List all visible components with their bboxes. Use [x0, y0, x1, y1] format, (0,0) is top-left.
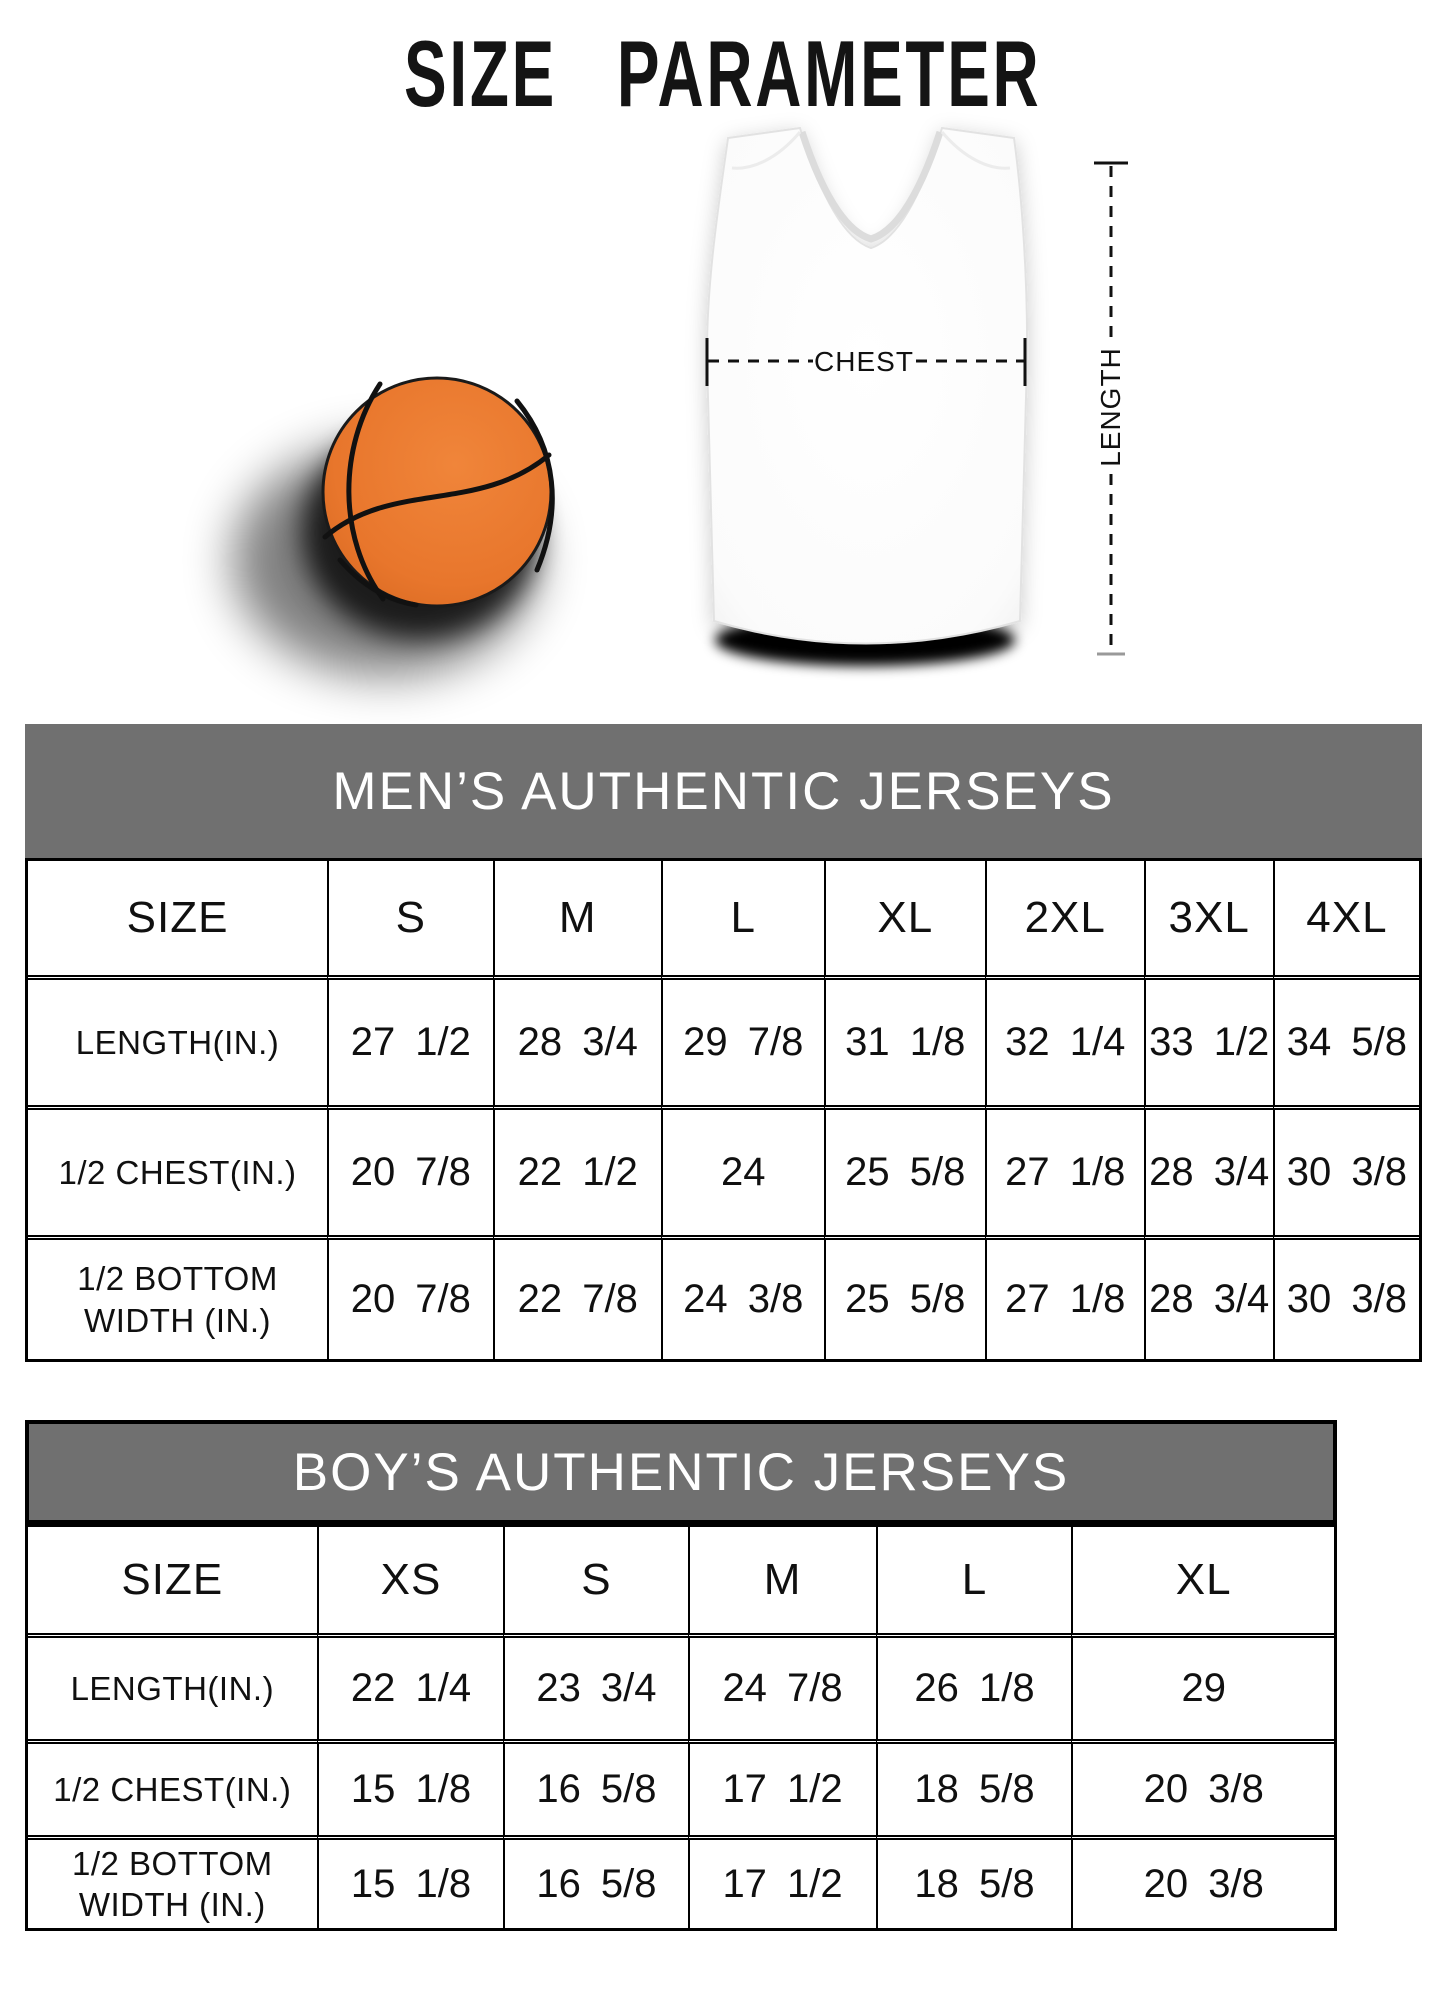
column-header: M — [492, 861, 661, 975]
boys-table-title: BOY’S AUTHENTIC JERSEYS — [292, 1442, 1070, 1502]
size-cell: 25 5/8 — [823, 1105, 985, 1235]
mens-table-title-bar: MEN’S AUTHENTIC JERSEYS — [25, 724, 1422, 858]
column-header: S — [503, 1527, 687, 1633]
row-label: 1/2 BOTTOM WIDTH (IN.) — [28, 1235, 328, 1359]
size-cell: 22 7/8 — [492, 1235, 661, 1359]
length-measure-line — [1094, 161, 1128, 656]
column-header: 4XL — [1272, 861, 1419, 975]
size-cell: 30 3/8 — [1272, 1105, 1419, 1235]
mens-size-table: MEN’S AUTHENTIC JERSEYS SIZE S M L XL 2X… — [25, 724, 1422, 1362]
size-cell: 15 1/8 — [316, 1835, 504, 1928]
row-label: 1/2 CHEST(IN.) — [28, 1105, 328, 1235]
size-cell: 20 7/8 — [327, 1105, 493, 1235]
row-label: 1/2 CHEST(IN.) — [28, 1739, 317, 1835]
size-cell: 20 3/8 — [1071, 1835, 1334, 1928]
chest-label: CHEST — [814, 346, 914, 377]
jersey-body — [705, 126, 1029, 645]
jersey-collar — [798, 130, 944, 243]
column-header: 3XL — [1143, 861, 1273, 975]
mens-table-title: MEN’S AUTHENTIC JERSEYS — [332, 761, 1115, 821]
column-header: SIZE — [121, 1555, 224, 1604]
chest-measure-line — [705, 338, 1027, 386]
column-header: SIZE — [126, 893, 229, 942]
row-label: 1/2 BOTTOM WIDTH (IN.) — [28, 1835, 317, 1928]
size-cell: 29 — [1071, 1633, 1334, 1739]
size-cell: 25 5/8 — [823, 1235, 985, 1359]
boys-size-grid: SIZE XS S M L XL LENGTH(IN.) 22 1/4 23 3… — [25, 1524, 1337, 1931]
size-cell: 29 7/8 — [660, 975, 824, 1105]
column-header: M — [687, 1527, 876, 1633]
column-header: XS — [316, 1527, 504, 1633]
boys-table-title-bar: BOY’S AUTHENTIC JERSEYS — [25, 1420, 1337, 1524]
size-cell: 27 1/2 — [327, 975, 493, 1105]
size-cell: 20 7/8 — [327, 1235, 493, 1359]
size-cell: 28 3/4 — [1143, 1235, 1273, 1359]
size-cell: 22 1/2 — [492, 1105, 661, 1235]
ball-seams — [322, 381, 555, 608]
column-header: XL — [1071, 1527, 1334, 1633]
page-title-text: SIZE PARAMETER — [403, 21, 1042, 126]
size-cell: 28 3/4 — [1143, 1105, 1273, 1235]
page-title: SIZE PARAMETER — [0, 21, 1445, 126]
ball-body — [321, 376, 553, 608]
column-header: XL — [823, 861, 985, 975]
size-cell: 20 3/8 — [1071, 1739, 1334, 1835]
jersey-seams — [731, 131, 1011, 170]
size-cell: 34 5/8 — [1272, 975, 1419, 1105]
size-cell: 23 3/4 — [503, 1633, 688, 1739]
column-header: 2XL — [984, 861, 1144, 975]
size-cell: 22 1/4 — [316, 1633, 504, 1739]
size-cell: 28 3/4 — [492, 975, 661, 1105]
size-cell: 26 1/8 — [875, 1633, 1072, 1739]
size-cell: 16 5/8 — [503, 1739, 688, 1835]
size-cell: 18 5/8 — [875, 1739, 1072, 1835]
size-cell: 16 5/8 — [503, 1835, 688, 1928]
mens-size-grid: SIZE S M L XL 2XL 3XL 4XL LENGTH(IN.) 27… — [25, 858, 1422, 1362]
size-cell: 27 1/8 — [984, 1105, 1144, 1235]
size-cell: 31 1/8 — [823, 975, 985, 1105]
column-header: S — [327, 861, 493, 975]
size-cell: 32 1/4 — [984, 975, 1144, 1105]
size-cell: 24 — [660, 1105, 824, 1235]
column-header: L — [660, 861, 824, 975]
size-cell: 27 1/8 — [984, 1235, 1144, 1359]
row-label: LENGTH(IN.) — [28, 975, 328, 1105]
boys-size-table: BOY’S AUTHENTIC JERSEYS SIZE XS S M L XL… — [25, 1420, 1337, 1931]
size-cell: 24 7/8 — [687, 1633, 876, 1739]
size-cell: 17 1/2 — [687, 1835, 876, 1928]
size-cell: 30 3/8 — [1272, 1235, 1419, 1359]
length-label: LENGTH — [1095, 347, 1126, 467]
jersey-diagram: CHEST LENGTH — [705, 126, 1128, 666]
basketball-icon — [233, 376, 555, 676]
size-cell: 17 1/2 — [687, 1739, 876, 1835]
column-header: L — [875, 1527, 1072, 1633]
size-cell: 24 3/8 — [660, 1235, 824, 1359]
size-cell: 15 1/8 — [316, 1739, 504, 1835]
size-cell: 33 1/2 — [1143, 975, 1273, 1105]
size-cell: 18 5/8 — [875, 1835, 1072, 1928]
row-label: LENGTH(IN.) — [28, 1633, 317, 1739]
